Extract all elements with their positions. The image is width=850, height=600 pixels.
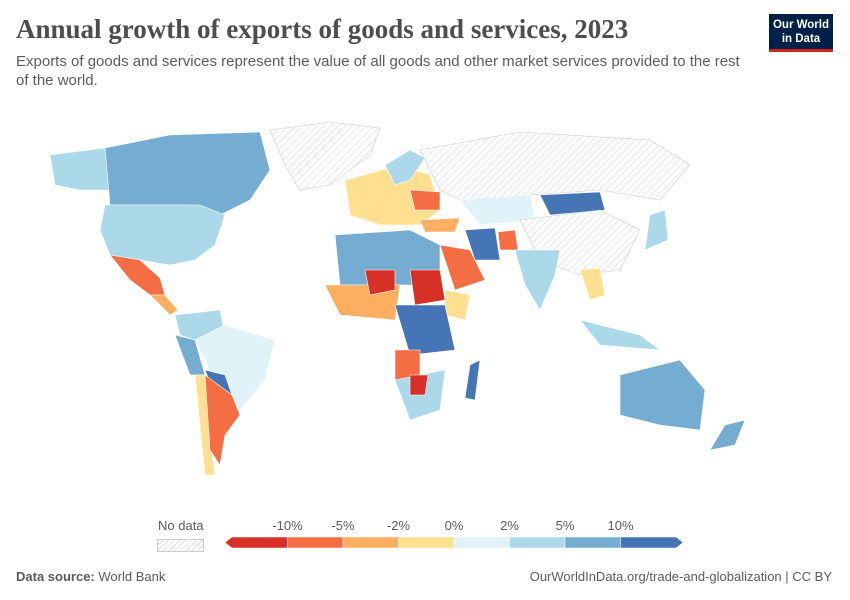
chart-title: Annual growth of exports of goods and se… [16, 14, 629, 44]
legend-bin[interactable] [342, 536, 399, 549]
canada[interactable] [104, 131, 271, 216]
new-zealand[interactable] [709, 419, 746, 451]
central-america[interactable] [149, 294, 179, 316]
russia[interactable] [419, 131, 691, 201]
legend-bin[interactable] [398, 536, 455, 549]
legend-bin[interactable] [453, 536, 510, 549]
chart-subtitle: Exports of goods and services represent … [16, 53, 740, 89]
legend-bin[interactable] [287, 536, 344, 549]
central-africa[interactable] [394, 304, 456, 356]
legend-bin[interactable] [620, 536, 684, 549]
afghanistan[interactable] [497, 229, 519, 251]
no-data-label: No data [158, 518, 204, 533]
ethiopia[interactable] [444, 289, 471, 321]
legend-bin[interactable] [224, 536, 288, 549]
mongolia[interactable] [539, 191, 606, 216]
indonesia[interactable] [579, 319, 662, 351]
madagascar[interactable] [464, 359, 481, 401]
legend-tick-label: 10% [607, 518, 634, 533]
botswana[interactable] [409, 374, 429, 396]
alaska[interactable] [49, 147, 111, 191]
footer-url[interactable]: OurWorldInData.org/trade-and-globalizati… [529, 569, 832, 584]
logo-line2: in Data [781, 33, 821, 45]
map-legend: No data -10% -5% -2% 0% 2% 5% 10% [150, 515, 710, 555]
data-source: Data source: World Bank [16, 569, 165, 584]
legend-bin[interactable] [509, 536, 566, 549]
legend-bin[interactable] [564, 536, 621, 549]
source-value[interactable]: World Bank [98, 569, 166, 584]
india[interactable] [514, 249, 561, 311]
turkey[interactable] [419, 217, 461, 233]
australia[interactable] [619, 359, 706, 431]
argentina[interactable] [204, 374, 241, 466]
legend-tick-label: -10% [272, 518, 303, 533]
southeast-asia[interactable] [579, 267, 606, 301]
legend-color-bar [224, 536, 684, 549]
japan[interactable] [644, 209, 669, 251]
no-data-swatch [157, 539, 204, 552]
world-map[interactable] [0, 110, 850, 510]
usa[interactable] [99, 204, 226, 266]
legend-tick-label: -5% [331, 518, 355, 533]
sudan[interactable] [409, 269, 446, 306]
logo-line1: Our World [772, 19, 829, 31]
iran[interactable] [464, 227, 501, 261]
saudi-arabia[interactable] [439, 244, 486, 291]
owid-logo[interactable]: Our World in Data [769, 14, 833, 52]
legend-tick-label: 0% [444, 518, 464, 533]
ukraine-romania[interactable] [409, 189, 441, 211]
legend-tick-label: 2% [500, 518, 519, 533]
source-label: Data source: [16, 569, 95, 584]
greenland[interactable] [269, 121, 381, 191]
niger[interactable] [364, 269, 396, 296]
scandinavia[interactable] [384, 149, 426, 186]
legend-tick-label: 5% [555, 518, 575, 533]
legend-tick-label: -2% [386, 518, 411, 533]
